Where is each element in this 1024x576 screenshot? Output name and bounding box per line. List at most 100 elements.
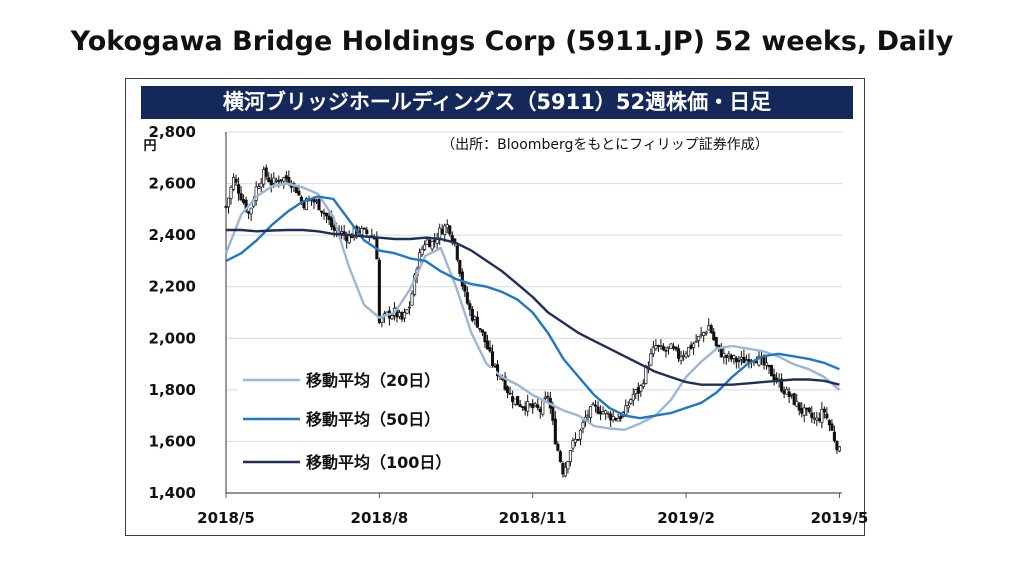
- candle-body: [239, 193, 243, 201]
- y-axis-unit: 円: [143, 139, 156, 154]
- legend-label: 移動平均（20日）: [306, 371, 440, 390]
- candle-body: [659, 345, 663, 347]
- candle-body: [538, 408, 542, 412]
- candle-body: [463, 284, 467, 292]
- candle-body: [229, 186, 233, 199]
- candle-body: [420, 249, 424, 255]
- candle-body: [825, 413, 829, 419]
- candle-body: [664, 349, 668, 352]
- candle-body: [639, 385, 643, 392]
- candle-body: [729, 355, 733, 360]
- x-tick-label: 2018/5: [197, 509, 255, 527]
- candle-body: [792, 393, 796, 406]
- x-tick-label: 2019/2: [657, 509, 715, 527]
- candle-body: [654, 345, 658, 350]
- series-line-2: [225, 195, 840, 420]
- candle-body: [543, 396, 547, 399]
- candle-body: [666, 346, 671, 349]
- candle-body: [684, 353, 688, 358]
- candle-body: [523, 406, 527, 411]
- candle-body: [304, 198, 309, 211]
- candle-body: [506, 386, 510, 394]
- candle-body: [692, 343, 696, 348]
- candle-body: [440, 228, 444, 235]
- candle-body: [390, 315, 394, 320]
- candle-body: [450, 234, 454, 242]
- candle-body: [380, 317, 384, 323]
- candle-body: [661, 346, 666, 351]
- candle-body: [224, 206, 228, 208]
- candle-body: [536, 404, 540, 409]
- candle-body: [483, 331, 487, 343]
- candle-body: [317, 198, 321, 211]
- legend: 移動平均（20日） 移動平均（50日） 移動平均（100日）: [238, 368, 496, 474]
- candle-body: [508, 392, 512, 395]
- candle-body: [327, 215, 331, 221]
- candle-body: [614, 417, 618, 421]
- candle-body: [405, 309, 409, 314]
- candle-body: [473, 316, 477, 320]
- candle-body: [340, 231, 344, 234]
- candle-body: [704, 331, 708, 334]
- candle-body: [458, 260, 462, 274]
- candle-body: [611, 416, 615, 421]
- candle-body: [619, 415, 623, 419]
- candle-body: [521, 406, 525, 408]
- candle-body: [234, 178, 238, 183]
- candle-body: [488, 347, 492, 352]
- candle-body: [586, 414, 590, 417]
- candle-body: [513, 398, 517, 405]
- candle-body: [430, 240, 434, 250]
- candle-body: [772, 374, 776, 381]
- candle-body: [722, 352, 726, 358]
- candlesticks: [224, 164, 841, 478]
- candle-body: [754, 361, 759, 364]
- candle-body: [822, 408, 826, 413]
- candle-body: [553, 418, 557, 445]
- candle-body: [785, 388, 789, 395]
- candle-body: [742, 356, 746, 364]
- candle-body: [815, 417, 819, 421]
- candle-body: [787, 391, 791, 398]
- candle-body: [428, 239, 432, 248]
- candle-body: [800, 408, 804, 414]
- candle-body: [443, 225, 447, 235]
- candle-body: [460, 271, 464, 287]
- candle-body: [423, 244, 427, 250]
- candle-body: [503, 376, 507, 390]
- candle-body: [732, 355, 736, 359]
- candle-body: [478, 328, 482, 330]
- candle-body: [360, 228, 364, 235]
- candle-body: [495, 364, 500, 377]
- candle-body: [242, 199, 246, 203]
- candle-body: [601, 411, 605, 415]
- candle-body: [332, 225, 336, 231]
- candle-body: [347, 235, 351, 244]
- candle-body: [561, 463, 565, 475]
- candle-body: [264, 167, 268, 177]
- candle-body: [330, 216, 334, 228]
- page-title: Yokogawa Bridge Holdings Corp (5911.JP) …: [70, 26, 954, 57]
- y-tick-label: 2,000: [149, 329, 196, 347]
- candle-body: [319, 210, 324, 213]
- candle-body: [764, 362, 769, 366]
- candle-body: [616, 418, 620, 422]
- candle-body: [365, 229, 369, 235]
- candle-body: [727, 353, 731, 357]
- candle-body: [556, 443, 560, 451]
- candle-body: [257, 186, 261, 189]
- candle-body: [314, 200, 319, 203]
- candle-body: [636, 387, 640, 394]
- candle-body: [269, 179, 273, 186]
- candle-body: [468, 303, 472, 310]
- candle-body: [563, 466, 567, 477]
- candle-body: [651, 346, 655, 355]
- candle-body: [511, 396, 515, 403]
- candle-body: [594, 404, 598, 407]
- candle-body: [571, 440, 575, 449]
- x-tick-label: 2019/5: [811, 509, 869, 527]
- candle-body: [737, 359, 741, 362]
- candle-body: [767, 364, 771, 368]
- candle-body: [714, 337, 718, 346]
